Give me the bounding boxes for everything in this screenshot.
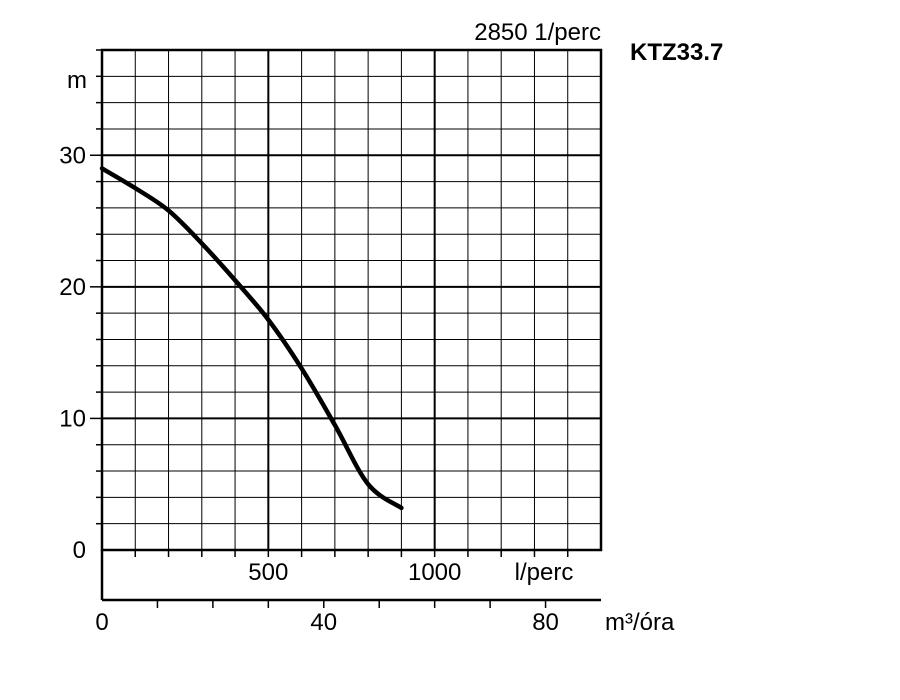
y-tick-label: 10 [59,405,86,432]
x-lpm-unit-label: l/perc [515,559,574,586]
chart-labels: 0 10 20 30 m 500 1000 l/perc 0 40 80 m³/óra 2850 1/p… [59,19,723,636]
plot-frame [100,48,603,552]
grid-major-lines [102,50,601,550]
pump-curve [99,166,404,511]
chart-frame [90,48,603,608]
x-lpm-tick-label: 1000 [408,559,461,586]
chart-title: KTZ33.7 [630,39,723,66]
x-m3-unit-label: m³/óra [605,609,675,636]
grid-minor-lines [102,50,601,550]
speed-label: 2850 1/perc [474,19,601,46]
y-tick-label: 30 [59,142,86,169]
x-lpm-tick-label: 500 [248,559,288,586]
y-tick-label: 0 [73,537,86,564]
x-m3-tick-label: 40 [310,609,337,636]
y-axis-label: m [67,67,87,94]
x-m3-tick-label: 80 [532,609,559,636]
y-tick-label: 20 [59,274,86,301]
pump-curve-line [99,166,404,511]
x-m3-tick-label: 0 [95,609,108,636]
